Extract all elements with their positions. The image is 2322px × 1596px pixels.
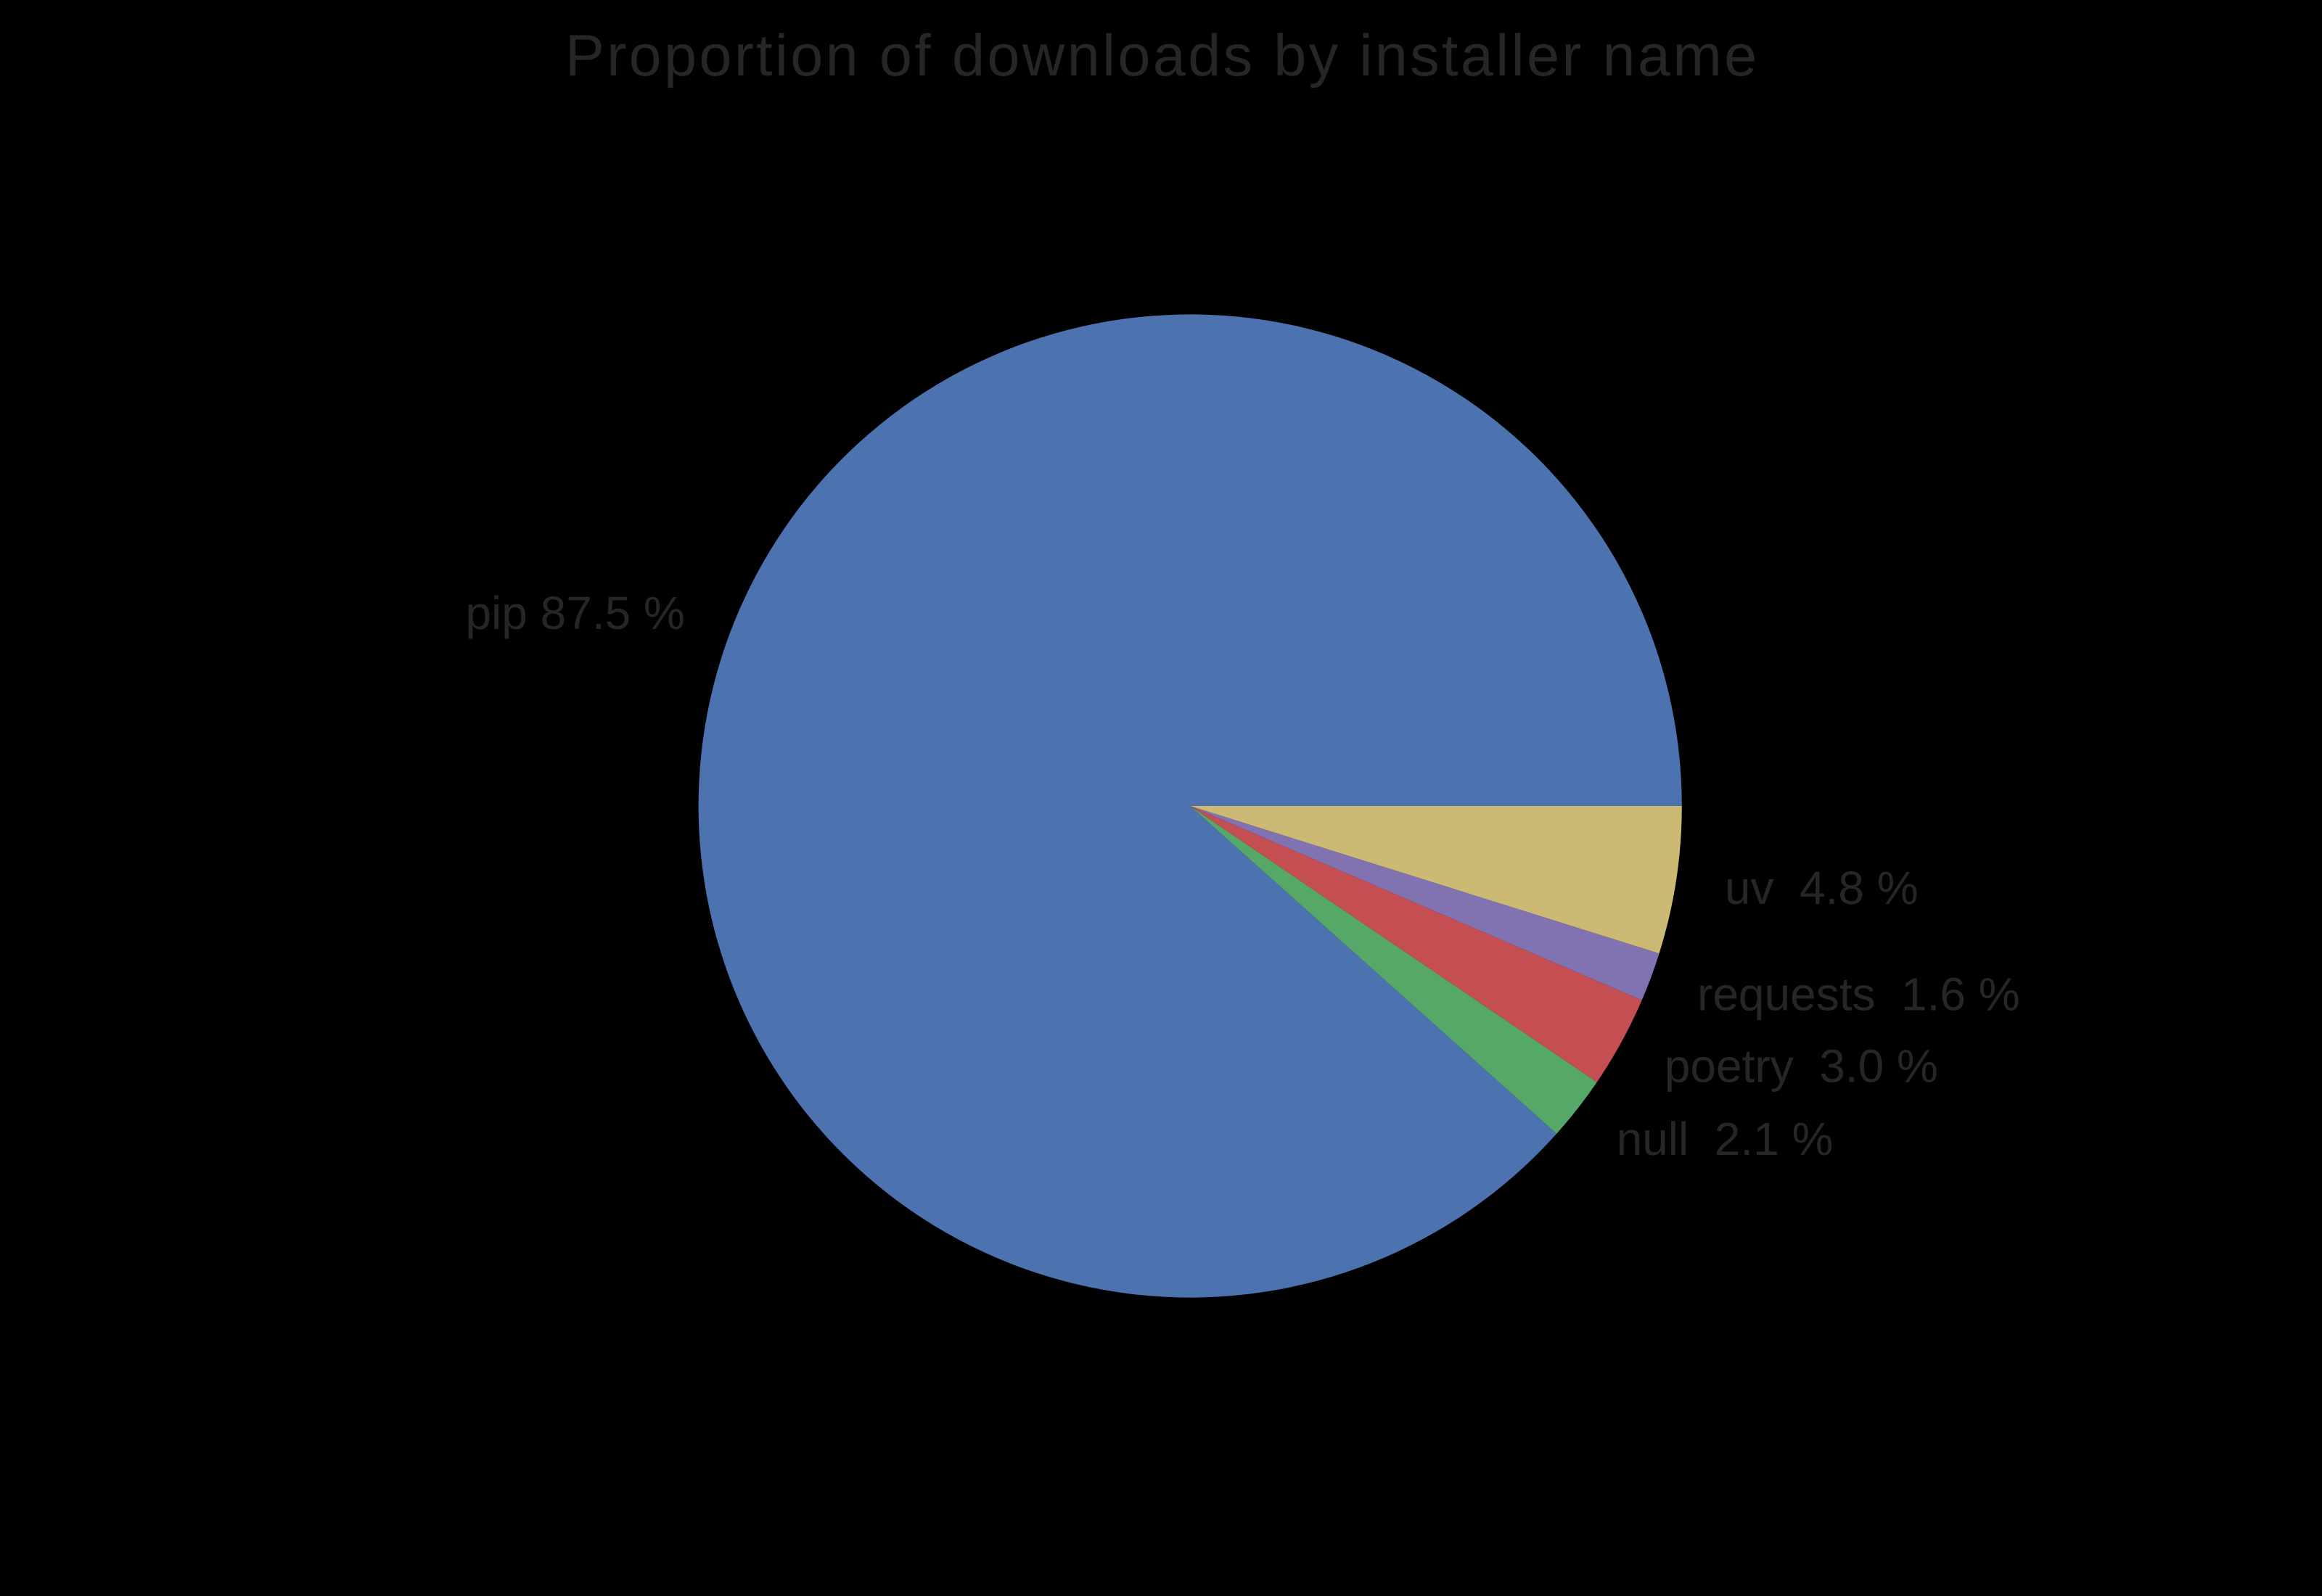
svg-text:pip 87.5 %: pip 87.5 % [465, 587, 684, 639]
svg-text:uv 4.8 %: uv 4.8 % [1725, 862, 1919, 914]
svg-text:null 2.1 %: null 2.1 % [1617, 1113, 1834, 1165]
svg-text:Proportion of downloads by ins: Proportion of downloads by installer nam… [565, 23, 1760, 89]
svg-text:poetry 3.0 %: poetry 3.0 % [1665, 1040, 1938, 1092]
svg-text:requests 1.6 %: requests 1.6 % [1697, 968, 2020, 1020]
